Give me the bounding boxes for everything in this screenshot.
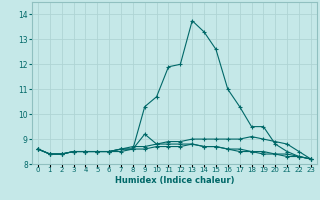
X-axis label: Humidex (Indice chaleur): Humidex (Indice chaleur): [115, 176, 234, 185]
